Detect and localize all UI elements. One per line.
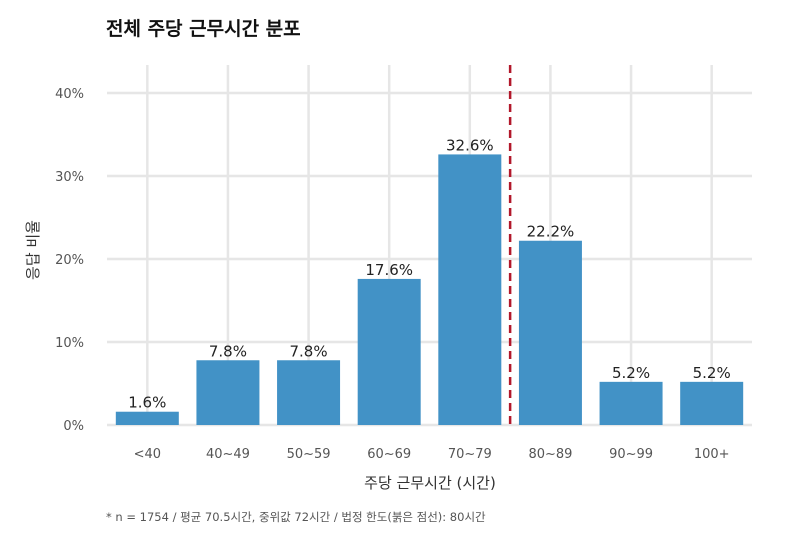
y-tick-label-20: 20% bbox=[55, 253, 84, 268]
bar-5 bbox=[518, 240, 582, 425]
bar-3 bbox=[357, 278, 421, 425]
x-tick-label-0: <40 bbox=[134, 447, 161, 462]
x-tick-label-3: 60~69 bbox=[367, 447, 411, 462]
data-label-5: 22.2% bbox=[527, 223, 575, 241]
bar-7 bbox=[680, 381, 744, 425]
bars bbox=[115, 154, 744, 426]
y-axis-title: 응답 비율 bbox=[24, 220, 42, 280]
tick-labels: 0% 10% 20% 30% 40% <40 40~49 50~59 60~69 70~79 80~… bbox=[55, 87, 729, 462]
y-tick-label-10: 10% bbox=[55, 336, 84, 351]
data-label-7: 5.2% bbox=[693, 364, 731, 382]
x-tick-label-4: 70~79 bbox=[448, 447, 492, 462]
data-label-1: 7.8% bbox=[209, 342, 247, 360]
x-tick-label-5: 80~89 bbox=[528, 447, 572, 462]
data-label-3: 17.6% bbox=[365, 261, 413, 279]
footnote: * n = 1754 / 평균 70.5시간, 중위값 72시간 / 법정 한도… bbox=[106, 510, 486, 524]
y-tick-label-0: 0% bbox=[63, 419, 84, 434]
x-tick-label-1: 40~49 bbox=[206, 447, 250, 462]
x-tick-label-6: 90~99 bbox=[609, 447, 653, 462]
bar-0 bbox=[115, 411, 179, 425]
chart-title: 전체 주당 근무시간 분포 bbox=[106, 18, 301, 40]
x-tick-label-2: 50~59 bbox=[287, 447, 331, 462]
bar-2 bbox=[277, 360, 341, 425]
bar-1 bbox=[196, 360, 260, 425]
data-label-2: 7.8% bbox=[290, 342, 328, 360]
data-labels: 1.6% 7.8% 7.8% 17.6% 32.6% 22.2% 5.2% 5.2% bbox=[128, 136, 730, 411]
y-tick-label-40: 40% bbox=[55, 87, 84, 102]
data-label-4: 32.6% bbox=[446, 136, 494, 154]
data-label-6: 5.2% bbox=[612, 364, 650, 382]
bar-6 bbox=[599, 381, 663, 425]
x-axis-title: 주당 근무시간 (시간) bbox=[364, 474, 496, 492]
data-label-0: 1.6% bbox=[128, 394, 166, 412]
bar-4 bbox=[438, 154, 502, 426]
x-tick-label-7: 100+ bbox=[694, 447, 730, 462]
y-tick-label-30: 30% bbox=[55, 170, 84, 185]
